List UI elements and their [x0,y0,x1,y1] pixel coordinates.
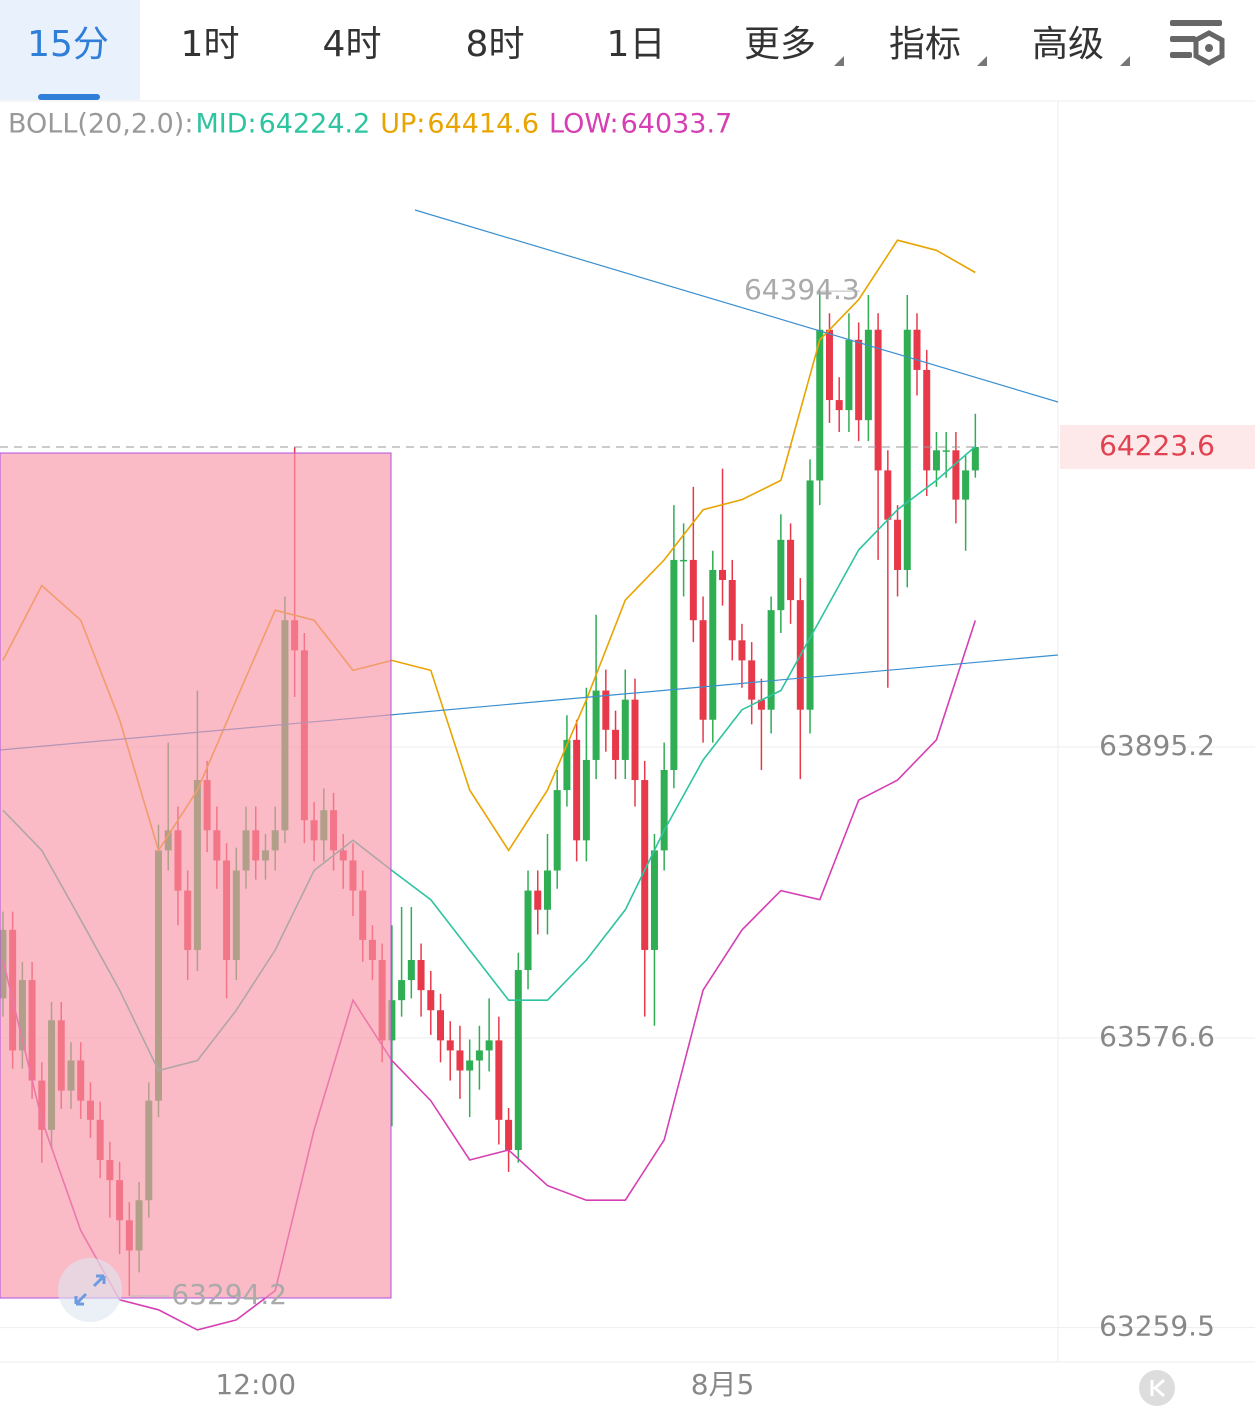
active-tab-bg [0,0,140,100]
timeframe-tab[interactable]: 1日 [607,24,666,65]
candle-body [485,1040,493,1051]
candle-body [505,1119,513,1150]
trend-line [414,209,1059,403]
indicator-label: BOLL(20,2.0): [8,109,193,140]
timeframe-tab[interactable]: 8时 [466,24,525,65]
timeframe-tab[interactable]: 15分 [27,24,109,65]
candle-body [894,519,902,570]
x-tick-label: 12:00 [215,1368,296,1401]
timeframe-tab[interactable]: 高级 [1032,24,1104,65]
candle-body [602,690,610,730]
candle-body [806,480,814,710]
candle-body [923,369,931,471]
legend-value: 64224.2 [259,109,371,140]
candle-body [728,580,736,641]
legend-name: MID: [195,109,256,140]
candle-body [816,329,824,481]
zoom-icon [74,1274,106,1306]
min-label: 63294.2 [171,1278,287,1311]
candle-body [942,450,950,452]
candle-body [437,1010,445,1041]
candle-body [699,620,707,720]
candle-body [407,959,415,981]
timeframe-tab[interactable]: 4时 [323,24,382,65]
candle-body [738,640,746,661]
y-tick-label: 63895.2 [1099,729,1215,762]
candle-body [650,850,658,950]
candle-body [641,780,649,950]
candle-body [398,980,406,1001]
candle-body [563,739,571,791]
candle-body [582,759,590,841]
candle-body [534,890,542,910]
candle-body [456,1050,464,1071]
max-label: 64394.3 [744,273,860,306]
candle-body [514,970,522,1150]
candle-body [757,699,765,710]
candle-body [932,450,940,471]
candle-body [864,329,872,421]
candle-body [388,1000,396,1041]
dropdown-arrow [977,56,987,66]
candle-body [417,959,425,991]
candle-body [845,339,853,411]
timeframe-tab[interactable]: 指标 [889,24,961,65]
candle-body [592,690,600,760]
candle-body [573,739,581,841]
last-price-bg [1060,425,1255,470]
dropdown-arrow [1120,56,1130,66]
candle-body [680,559,688,562]
legend-name: UP: [380,109,425,140]
scroll-end-icon [1150,1378,1165,1398]
candle-body [913,329,921,370]
candle-body [855,339,863,421]
candle-body [631,699,639,781]
candle-body [660,770,668,851]
candle-body [709,569,717,720]
candle-body [466,1060,474,1071]
candle-body [787,539,795,601]
active-tab-indicator [38,94,100,100]
candle-body [524,890,532,971]
candle-body [427,990,435,1011]
candle-body [475,1050,483,1061]
candle-body [767,610,775,710]
candle-body [903,329,911,570]
candle-body [621,699,629,760]
candle-body [874,329,882,471]
zoom-button[interactable] [58,1258,122,1322]
y-tick-label: 63576.6 [1099,1020,1215,1053]
candle-body [952,450,960,500]
candle-body [543,870,551,910]
settings-icon[interactable] [1170,20,1225,66]
candle-body [553,790,561,871]
candle-body [670,559,678,771]
candle-body [962,470,970,500]
x-tick-label: 8月5 [691,1368,755,1401]
candle-body [719,569,727,581]
candle-body [446,1040,454,1051]
candle-body [612,729,620,760]
candle-body [495,1040,503,1120]
legend-name: LOW: [549,109,619,140]
candle-body [884,470,892,520]
dropdown-arrow [834,56,844,66]
y-tick-label: 63259.5 [1099,1310,1215,1343]
legend-value: 64033.7 [621,109,733,140]
timeframe-tab[interactable]: 1时 [181,24,240,65]
candle-body [835,400,843,411]
candle-body [825,329,833,401]
candle-body [971,447,979,471]
candle-body [748,660,756,700]
band-line [2,620,977,1331]
last-price-label: 64223.6 [1099,429,1215,462]
legend-value: 64414.6 [427,109,539,140]
candle-body [777,539,785,611]
candle-body [689,559,697,621]
timeframe-tab[interactable]: 更多 [744,24,816,65]
highlight-box [0,452,392,1299]
